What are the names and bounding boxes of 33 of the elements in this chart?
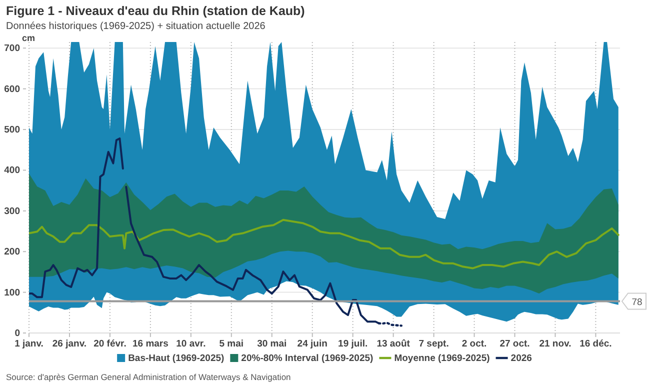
x-tick-label: 24 juin bbox=[297, 338, 328, 350]
y-axis-title: cm bbox=[22, 33, 36, 43]
y-tick-label: 300 bbox=[4, 206, 20, 217]
x-tick-label: 2 oct. bbox=[462, 338, 487, 350]
x-tick-label: 1 janv. bbox=[14, 338, 44, 350]
x-tick-label: 7 sept. bbox=[418, 338, 449, 350]
y-tick-label: 400 bbox=[4, 165, 20, 176]
y-tick-label: 100 bbox=[4, 287, 20, 298]
x-tick-label: 27 oct. bbox=[500, 338, 530, 350]
x-tick-label: 26 janv. bbox=[52, 338, 87, 350]
x-tick-label: 5 mai bbox=[219, 338, 244, 350]
y-tick-label: 0 bbox=[14, 328, 20, 340]
y-tick-label: 500 bbox=[4, 124, 20, 136]
legend-label: 20%-80% Interval (1969-2025) bbox=[241, 353, 374, 364]
ref-line-label: 78 bbox=[632, 296, 642, 308]
source-note: Source: d'après German General Administration of Waterways & Navigation bbox=[6, 372, 292, 382]
chart-title: Figure 1 - Niveaux d'eau du Rhin (station de Kaub) bbox=[6, 4, 305, 18]
x-tick-label: 13 août bbox=[376, 338, 411, 350]
x-tick-label: 19 juil. bbox=[338, 338, 368, 350]
chart-subtitle: Données historiques (1969-2025) + situation actuelle 2026 bbox=[6, 21, 266, 32]
legend-label: Bas-Haut (1969-2025) bbox=[128, 353, 224, 364]
line-series bbox=[29, 218, 620, 270]
x-tick-label: 21 nov. bbox=[539, 338, 572, 350]
x-tick-label: 10 avr. bbox=[176, 338, 206, 350]
legend-label: Moyenne (1969-2025) bbox=[394, 353, 490, 364]
x-tick-label: 30 mai bbox=[257, 338, 287, 350]
y-tick-label: 700 bbox=[4, 43, 20, 54]
y-tick-label: 200 bbox=[4, 246, 20, 258]
x-tick-label: 16 déc. bbox=[580, 338, 612, 350]
x-tick-label: 20 févr. bbox=[94, 338, 126, 350]
legend-label: 2026 bbox=[510, 353, 532, 364]
y-tick-label: 600 bbox=[4, 84, 20, 95]
x-tick-label: 16 mars bbox=[132, 338, 168, 350]
